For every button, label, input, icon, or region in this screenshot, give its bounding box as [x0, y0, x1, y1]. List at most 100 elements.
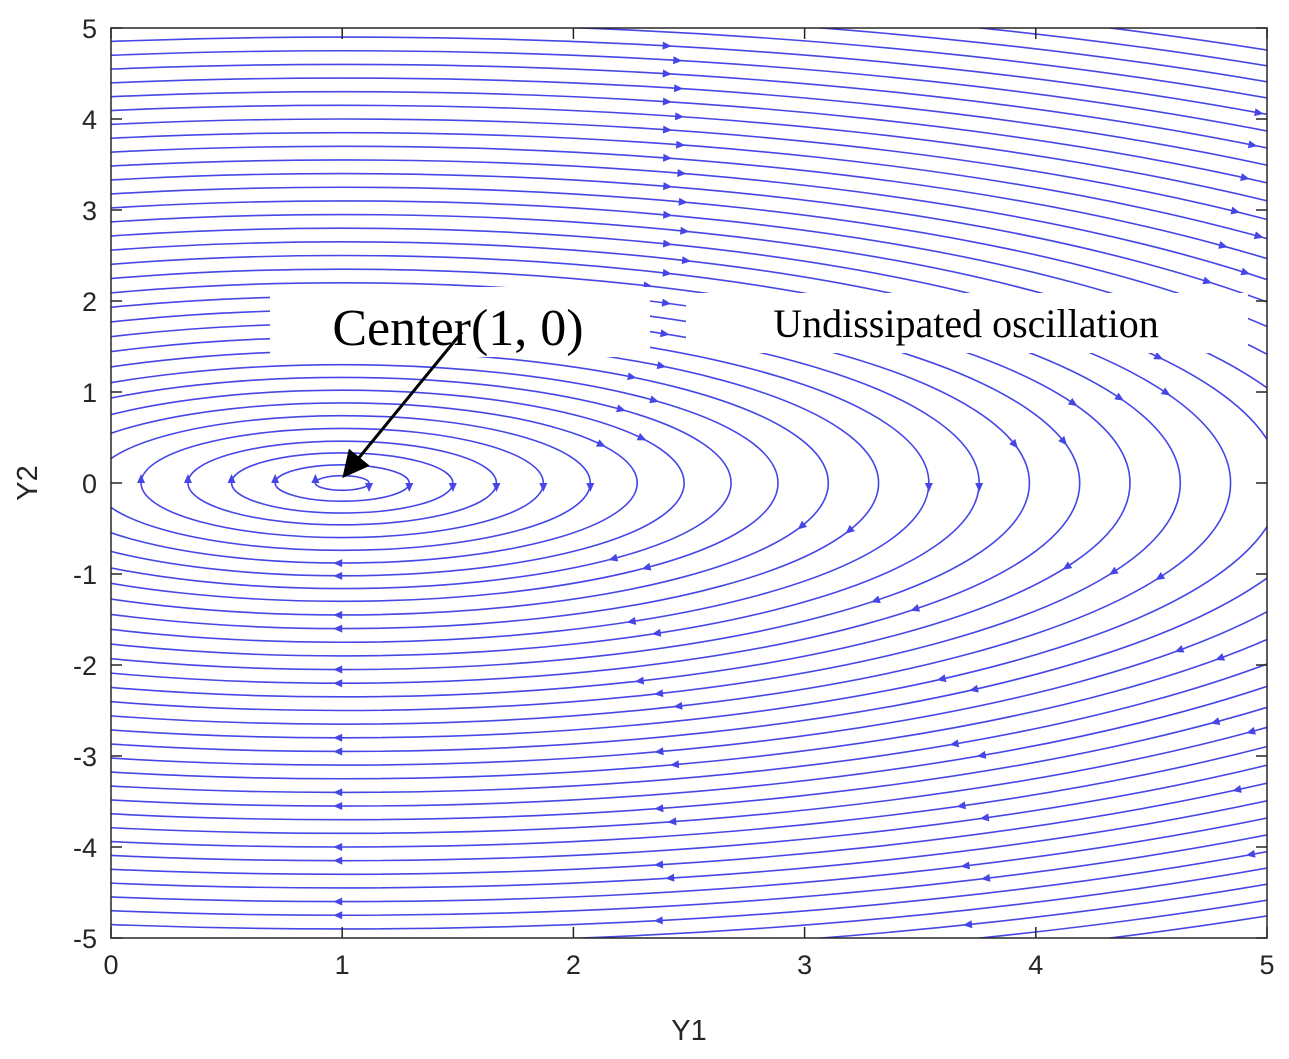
stream-arrowhead: [665, 873, 675, 882]
stream-arrowhead: [661, 298, 672, 307]
stream-arrowhead: [660, 329, 670, 338]
stream-arrowhead: [1108, 566, 1119, 575]
center-annotation: Center(1, 0): [332, 300, 583, 357]
stream-arrowhead: [1240, 267, 1251, 276]
y-tick-label: 4: [82, 105, 97, 135]
oscillation-annotation: Undissipated oscillation: [773, 301, 1159, 346]
stream-arrowhead: [405, 483, 414, 492]
stream-arrowhead: [1153, 351, 1164, 360]
center-annotation-box: [270, 287, 650, 357]
y-axis-label: Y2: [12, 465, 44, 500]
stream-arrowhead: [271, 474, 280, 483]
stream-arrowhead: [956, 801, 966, 810]
stream-arrowhead: [662, 210, 673, 219]
stream-arrowhead: [662, 97, 672, 106]
stream-arrowhead: [626, 616, 637, 625]
stream-arrowhead: [492, 483, 501, 492]
stream-arrowhead: [627, 372, 637, 381]
stream-arrowhead: [137, 474, 146, 483]
stream-arrowhead: [333, 733, 343, 742]
x-tick-label: 2: [566, 950, 581, 980]
y-tick-label: -2: [73, 651, 97, 681]
stream-arrowhead: [333, 788, 343, 797]
stream-arrowhead: [975, 483, 984, 492]
stream-arrowhead: [980, 873, 991, 882]
stream-arrowhead: [870, 595, 881, 604]
stream-arrowhead: [1245, 849, 1256, 858]
stream-arrowhead: [586, 483, 595, 492]
stream-arrowhead: [654, 804, 664, 813]
stream-arrowhead: [333, 571, 343, 580]
streamline: [111, 91, 1267, 875]
stream-arrowhead: [1246, 726, 1256, 735]
y-tick-label: 2: [82, 287, 97, 317]
stream-arrowhead: [636, 432, 647, 441]
y-tick-label: 0: [82, 469, 97, 499]
stream-arrowhead: [662, 69, 672, 78]
stream-arrowhead: [674, 112, 685, 121]
x-tick-label: 4: [1028, 950, 1043, 980]
stream-arrowhead: [845, 524, 855, 534]
stream-arrowhead: [662, 153, 673, 162]
stream-arrowhead: [976, 750, 987, 759]
stream-arrowhead: [539, 483, 548, 492]
streamline: [111, 50, 1267, 916]
y-tick-label: -1: [73, 560, 97, 590]
stream-arrowhead: [333, 897, 343, 906]
y-tick-label: 1: [82, 378, 97, 408]
axis-ticks: 0 1 2 3 4 5 5 4 3 2 1 0 -1 -2 -3 -4 -5: [73, 14, 1275, 980]
y-tick-label: 3: [82, 196, 97, 226]
y-tick-label: -5: [73, 924, 97, 954]
stream-arrowhead: [667, 817, 677, 826]
x-tick-label: 5: [1259, 950, 1274, 980]
stream-arrowhead: [311, 474, 320, 483]
streamline: [111, 363, 779, 603]
stream-arrowhead: [663, 182, 673, 191]
stream-arrowhead: [333, 843, 343, 851]
stream-arrowhead: [662, 239, 673, 248]
x-axis-label: Y1: [671, 1015, 706, 1047]
stream-arrowhead: [677, 169, 687, 178]
stream-arrowhead: [662, 125, 673, 134]
stream-arrowhead: [1253, 231, 1264, 240]
stream-arrowhead: [1210, 717, 1221, 725]
stream-arrowhead: [1155, 571, 1166, 581]
stream-arrowhead: [333, 665, 343, 674]
stream-arrowhead: [662, 268, 672, 277]
stream-arrowhead: [333, 911, 343, 920]
stream-arrowhead: [1174, 645, 1185, 653]
stream-arrowhead: [949, 739, 960, 748]
stream-arrowhead: [448, 483, 457, 492]
stream-arrowhead: [333, 610, 343, 619]
center-arrow: [342, 331, 464, 479]
stream-arrowhead: [662, 41, 672, 50]
stream-arrowhead: [1114, 392, 1125, 401]
stream-arrowhead: [910, 604, 921, 612]
streamline: [111, 200, 1267, 766]
oscillation-annotation-box: [686, 293, 1248, 353]
streamline: [111, 145, 1267, 821]
stream-arrowhead: [1009, 438, 1019, 449]
stream-arrowhead: [1062, 561, 1073, 570]
stream-arrowhead: [680, 226, 690, 235]
stream-arrowhead: [651, 628, 662, 637]
axes-box: [110, 27, 1268, 939]
stream-arrowhead: [183, 474, 192, 483]
stream-arrowhead: [333, 624, 343, 633]
stream-arrowhead: [673, 701, 683, 710]
stream-arrowhead: [1202, 276, 1213, 285]
stream-arrowhead: [936, 674, 947, 683]
stream-arrowhead: [675, 140, 686, 149]
stream-arrowhead: [649, 395, 660, 404]
stream-arrowhead: [333, 679, 343, 688]
stream-arrowhead: [365, 483, 374, 492]
y-tick-label: 5: [82, 14, 97, 44]
x-tick-label: 1: [335, 950, 350, 980]
stream-arrowhead: [1232, 785, 1242, 793]
stream-arrowhead: [669, 760, 680, 769]
stream-arrowhead: [797, 520, 808, 530]
stream-arrowhead: [1230, 206, 1241, 215]
stream-arrowhead: [656, 361, 667, 370]
stream-arrowhead: [634, 676, 645, 685]
